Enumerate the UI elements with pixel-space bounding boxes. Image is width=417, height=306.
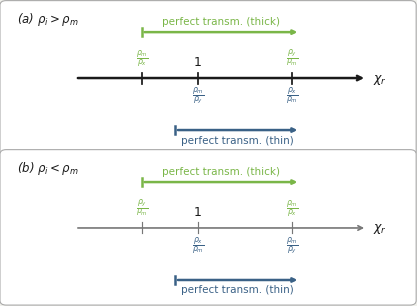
Text: $\frac{\rho_x}{\rho_m}$: $\frac{\rho_x}{\rho_m}$ (286, 86, 298, 107)
Text: $\frac{\rho_x}{\rho_m}$: $\frac{\rho_x}{\rho_m}$ (192, 236, 204, 257)
Text: (a) $\rho_i > \rho_m$: (a) $\rho_i > \rho_m$ (17, 11, 78, 28)
Text: perfect transm. (thin): perfect transm. (thin) (181, 136, 294, 146)
Text: perfect transm. (thick): perfect transm. (thick) (162, 17, 280, 27)
Text: $\frac{\rho_y}{\rho_m}$: $\frac{\rho_y}{\rho_m}$ (286, 48, 298, 70)
FancyBboxPatch shape (0, 1, 416, 156)
Text: (b) $\rho_i < \rho_m$: (b) $\rho_i < \rho_m$ (17, 160, 78, 177)
Text: 1: 1 (194, 56, 202, 69)
Text: 1: 1 (194, 206, 202, 219)
Text: $\chi_r$: $\chi_r$ (373, 73, 387, 87)
Text: $\chi_r$: $\chi_r$ (373, 222, 387, 237)
Text: $\frac{\rho_m}{\rho_x}$: $\frac{\rho_m}{\rho_x}$ (136, 49, 148, 70)
Text: $\frac{\rho_m}{\rho_x}$: $\frac{\rho_m}{\rho_x}$ (286, 199, 298, 220)
Text: perfect transm. (thick): perfect transm. (thick) (162, 166, 280, 177)
FancyBboxPatch shape (0, 150, 416, 305)
Text: $\frac{\rho_m}{\rho_y}$: $\frac{\rho_m}{\rho_y}$ (286, 236, 298, 257)
Text: $\frac{\rho_y}{\rho_m}$: $\frac{\rho_y}{\rho_m}$ (136, 198, 148, 220)
Text: $\frac{\rho_m}{\rho_y}$: $\frac{\rho_m}{\rho_y}$ (192, 86, 204, 107)
Text: perfect transm. (thin): perfect transm. (thin) (181, 285, 294, 296)
